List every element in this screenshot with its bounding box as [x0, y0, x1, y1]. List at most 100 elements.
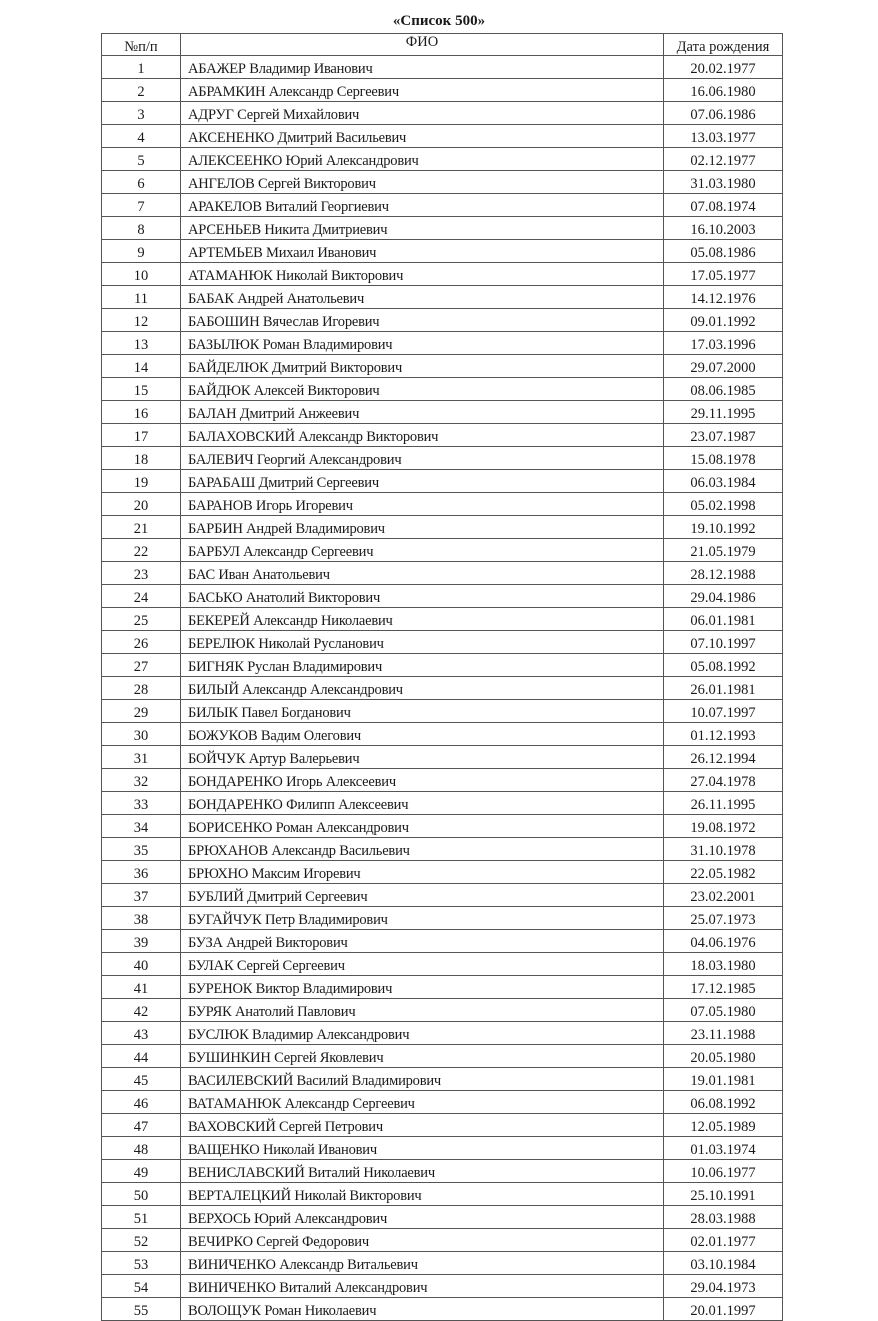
row-dob: 29.04.1986: [663, 584, 783, 608]
row-number: 39: [101, 929, 181, 953]
table-row: 19 БАРАБАШ Дмитрий Сергеевич 06.03.1984: [101, 469, 783, 493]
row-number: 18: [101, 446, 181, 470]
table-row: 10 АТАМАНЮК Николай Викторович 17.05.1977: [101, 262, 783, 286]
table-row: 47 ВАХОВСКИЙ Сергей Петрович 12.05.1989: [101, 1113, 783, 1137]
row-dob: 16.10.2003: [663, 216, 783, 240]
row-dob: 31.03.1980: [663, 170, 783, 194]
row-number: 46: [101, 1090, 181, 1114]
row-dob: 23.07.1987: [663, 423, 783, 447]
table-row: 18 БАЛЕВИЧ Георгий Александрович 15.08.197…: [101, 446, 783, 470]
row-number: 15: [101, 377, 181, 401]
row-name: ВЕРТАЛЕЦКИЙ Николай Викторович: [180, 1182, 664, 1206]
header-dob: Дата рождения: [663, 33, 783, 56]
row-name: БОЙЧУК Артур Валерьевич: [180, 745, 664, 769]
row-name: ВЕНИСЛАВСКИЙ Виталий Николаевич: [180, 1159, 664, 1183]
table-row: 41 БУРЕНОК Виктор Владимирович 17.12.1985: [101, 975, 783, 999]
table-row: 53 ВИНИЧЕНКО Александр Витальевич 03.10.19…: [101, 1251, 783, 1275]
row-name: БРЮХАНОВ Александр Васильевич: [180, 837, 664, 861]
table-row: 29 БИЛЫК Павел Богданович 10.07.1997: [101, 699, 783, 723]
table-row: 34 БОРИСЕНКО Роман Александрович 19.08.197…: [101, 814, 783, 838]
row-name: БУБЛИЙ Дмитрий Сергеевич: [180, 883, 664, 907]
table-row: 42 БУРЯК Анатолий Павлович 07.05.1980: [101, 998, 783, 1022]
row-dob: 20.01.1997: [663, 1297, 783, 1321]
table-row: 1 АБАЖЕР Владимир Иванович 20.02.1977: [101, 55, 783, 79]
table-row: 13 БАЗЫЛЮК Роман Владимирович 17.03.1996: [101, 331, 783, 355]
row-number: 33: [101, 791, 181, 815]
row-number: 22: [101, 538, 181, 562]
row-number: 27: [101, 653, 181, 677]
table-row: 55 ВОЛОЩУК Роман Николаевич 20.01.1997: [101, 1297, 783, 1321]
row-dob: 17.03.1996: [663, 331, 783, 355]
table-row: 44 БУШИНКИН Сергей Яковлевич 20.05.1980: [101, 1044, 783, 1068]
table-row: 35 БРЮХАНОВ Александр Васильевич 31.10.197…: [101, 837, 783, 861]
row-name: ВАТАМАНЮК Александр Сергеевич: [180, 1090, 664, 1114]
row-dob: 28.03.1988: [663, 1205, 783, 1229]
row-name: БЕРЕЛЮК Николай Русланович: [180, 630, 664, 654]
row-number: 29: [101, 699, 181, 723]
table-row: 7 АРАКЕЛОВ Виталий Георгиевич 07.08.1974: [101, 193, 783, 217]
row-number: 36: [101, 860, 181, 884]
table-row: 16 БАЛАН Дмитрий Анжеевич 29.11.1995: [101, 400, 783, 424]
row-number: 3: [101, 101, 181, 125]
row-name: БИЛЫК Павел Богданович: [180, 699, 664, 723]
table-row: 40 БУЛАК Сергей Сергеевич 18.03.1980: [101, 952, 783, 976]
row-number: 1: [101, 55, 181, 79]
persons-table: №п/п ФИО Дата рождения 1 АБАЖЕР Владимир …: [101, 33, 783, 1321]
row-name: БАЛЕВИЧ Георгий Александрович: [180, 446, 664, 470]
row-dob: 19.01.1981: [663, 1067, 783, 1091]
row-name: БАЙДЕЛЮК Дмитрий Викторович: [180, 354, 664, 378]
row-name: БАЙДЮК Алексей Викторович: [180, 377, 664, 401]
row-name: БИГНЯК Руслан Владимирович: [180, 653, 664, 677]
row-dob: 05.08.1992: [663, 653, 783, 677]
row-name: БАБАК Андрей Анатольевич: [180, 285, 664, 309]
row-dob: 06.08.1992: [663, 1090, 783, 1114]
row-dob: 14.12.1976: [663, 285, 783, 309]
table-row: 33 БОНДАРЕНКО Филипп Алексеевич 26.11.1995: [101, 791, 783, 815]
row-number: 52: [101, 1228, 181, 1252]
row-dob: 01.03.1974: [663, 1136, 783, 1160]
row-name: АРТЕМЬЕВ Михаил Иванович: [180, 239, 664, 263]
row-name: БРЮХНО Максим Игоревич: [180, 860, 664, 884]
row-number: 37: [101, 883, 181, 907]
row-number: 10: [101, 262, 181, 286]
row-number: 47: [101, 1113, 181, 1137]
row-number: 32: [101, 768, 181, 792]
table-body: 1 АБАЖЕР Владимир Иванович 20.02.1977 2 АБРА…: [101, 55, 783, 1321]
row-dob: 27.04.1978: [663, 768, 783, 792]
document-title: «Список 500»: [392, 13, 486, 29]
table-row: 46 ВАТАМАНЮК Александр Сергеевич 06.08.199…: [101, 1090, 783, 1114]
row-name: БИЛЫЙ Александр Александрович: [180, 676, 664, 700]
row-name: БАРБУЛ Александр Сергеевич: [180, 538, 664, 562]
row-dob: 07.06.1986: [663, 101, 783, 125]
row-dob: 07.10.1997: [663, 630, 783, 654]
table-row: 23 БАС Иван Анатольевич 28.12.1988: [101, 561, 783, 585]
row-number: 19: [101, 469, 181, 493]
row-number: 6: [101, 170, 181, 194]
row-number: 34: [101, 814, 181, 838]
row-number: 48: [101, 1136, 181, 1160]
row-number: 53: [101, 1251, 181, 1275]
row-dob: 23.11.1988: [663, 1021, 783, 1045]
row-number: 11: [101, 285, 181, 309]
row-number: 16: [101, 400, 181, 424]
row-dob: 29.11.1995: [663, 400, 783, 424]
row-dob: 23.02.2001: [663, 883, 783, 907]
row-name: АКСЕНЕНКО Дмитрий Васильевич: [180, 124, 664, 148]
table-row: 43 БУСЛЮК Владимир Александрович 23.11.198…: [101, 1021, 783, 1045]
row-name: БАРБИН Андрей Владимирович: [180, 515, 664, 539]
row-name: ВЕЧИРКО Сергей Федорович: [180, 1228, 664, 1252]
row-name: БУЗА Андрей Викторович: [180, 929, 664, 953]
row-number: 4: [101, 124, 181, 148]
row-name: АРСЕНЬЕВ Никита Дмитриевич: [180, 216, 664, 240]
table-row: 28 БИЛЫЙ Александр Александрович 26.01.198…: [101, 676, 783, 700]
row-dob: 31.10.1978: [663, 837, 783, 861]
table-row: 36 БРЮХНО Максим Игоревич 22.05.1982: [101, 860, 783, 884]
table-row: 37 БУБЛИЙ Дмитрий Сергеевич 23.02.2001: [101, 883, 783, 907]
row-name: БАЗЫЛЮК Роман Владимирович: [180, 331, 664, 355]
row-dob: 17.12.1985: [663, 975, 783, 999]
table-row: 14 БАЙДЕЛЮК Дмитрий Викторович 29.07.2000: [101, 354, 783, 378]
table-row: 2 АБРАМКИН Александр Сергеевич 16.06.1980: [101, 78, 783, 102]
row-number: 25: [101, 607, 181, 631]
row-dob: 07.05.1980: [663, 998, 783, 1022]
table-row: 24 БАСЬКО Анатолий Викторович 29.04.1986: [101, 584, 783, 608]
